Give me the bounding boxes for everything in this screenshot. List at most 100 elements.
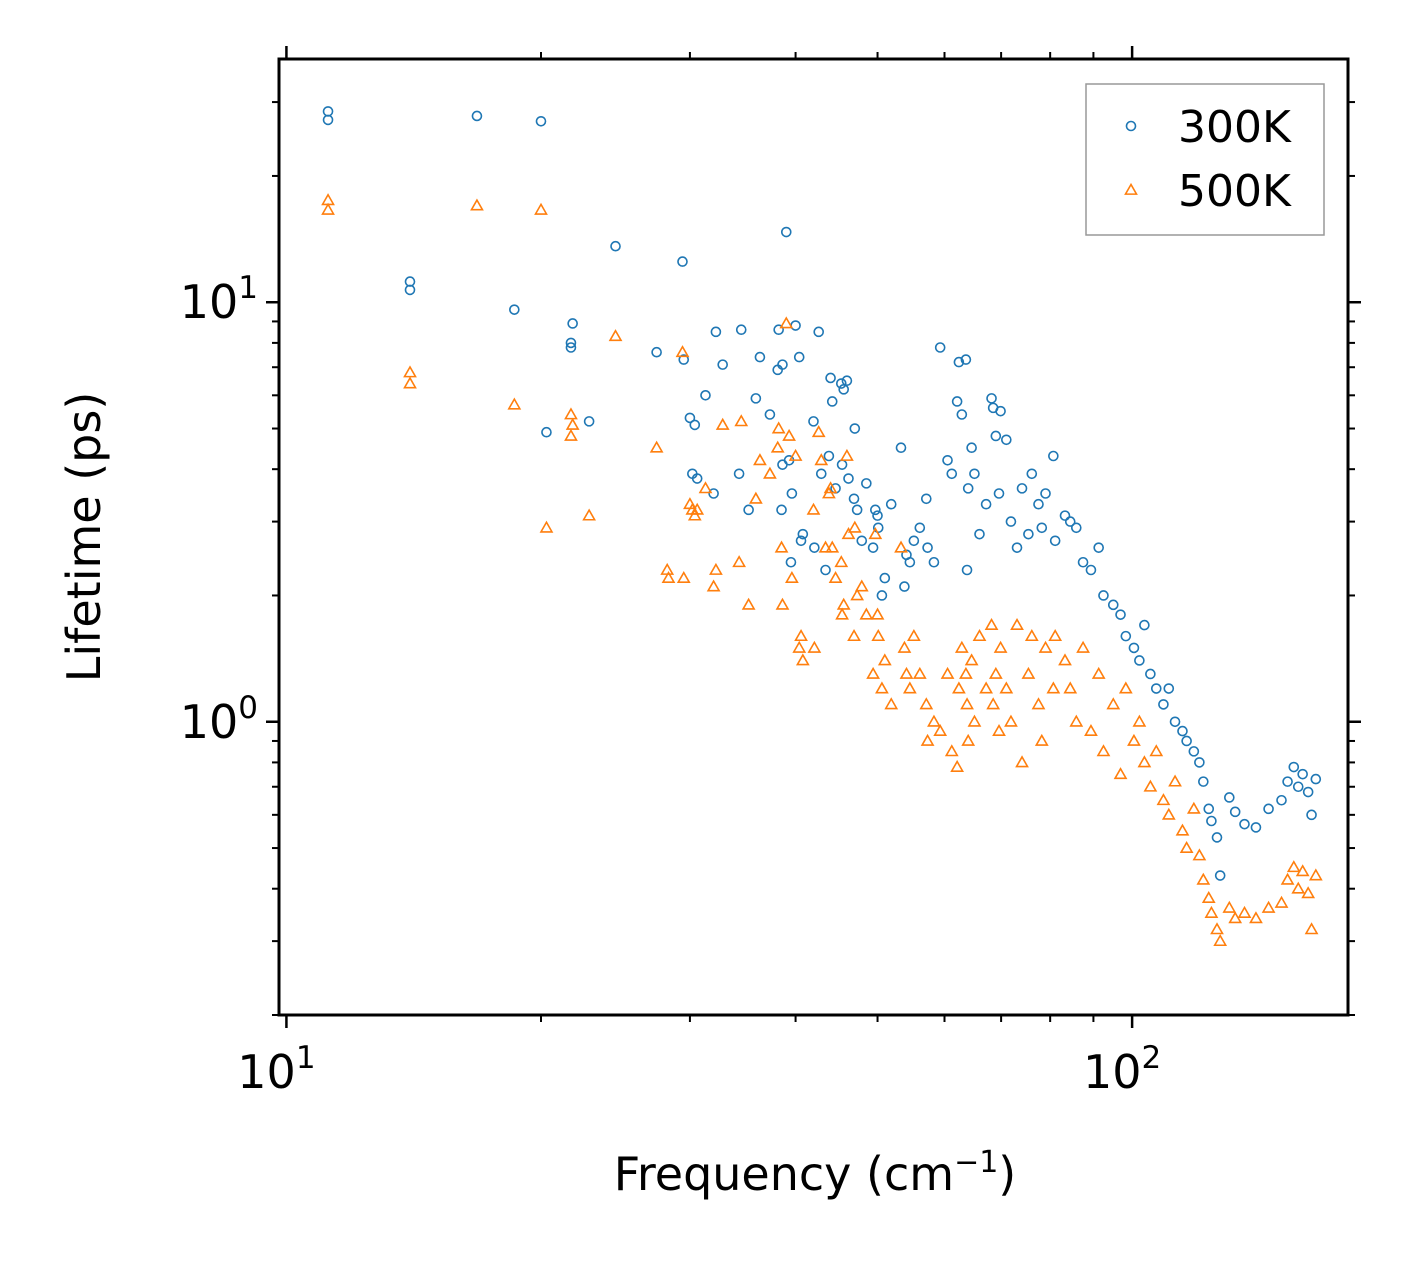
- data-point: [1084, 723, 1098, 737]
- data-point: [867, 542, 879, 553]
- data-point: [753, 453, 767, 466]
- data-point: [1076, 640, 1090, 653]
- data-point: [734, 414, 749, 427]
- data-point: [676, 570, 691, 584]
- data-point: [1085, 564, 1097, 576]
- data-point: [807, 640, 822, 653]
- y-tick-label: 100: [180, 690, 258, 749]
- data-point: [1177, 725, 1188, 737]
- data-point: [1292, 781, 1304, 793]
- data-point: [988, 666, 1003, 679]
- data-point: [919, 697, 934, 710]
- data-point: [1048, 629, 1063, 642]
- data-point: [1001, 434, 1012, 446]
- data-point: [661, 570, 676, 584]
- data-point: [950, 759, 965, 772]
- data-point: [875, 681, 889, 694]
- data-point: [1175, 823, 1190, 836]
- data-point: [793, 351, 805, 363]
- data-point: [564, 428, 578, 441]
- data-point: [1128, 642, 1140, 654]
- data-point: [717, 359, 728, 370]
- data-point: [750, 393, 762, 404]
- data-point: [859, 607, 874, 620]
- data-point: [952, 681, 966, 694]
- data-point: [1036, 522, 1048, 534]
- data-point: [993, 488, 1005, 499]
- data-point: [1291, 881, 1306, 894]
- data-point: [899, 666, 914, 679]
- data-point: [813, 326, 825, 338]
- data-point: [974, 528, 985, 540]
- data-point: [934, 342, 946, 353]
- data-point: [1026, 468, 1038, 480]
- data-point: [961, 733, 976, 746]
- data-point: [1222, 900, 1237, 913]
- data-point: [1091, 666, 1106, 679]
- data-point: [651, 346, 662, 358]
- data-point: [403, 365, 417, 378]
- data-point: [1059, 510, 1071, 521]
- data-point: [818, 540, 833, 553]
- data-point: [1040, 488, 1051, 499]
- data-point: [1046, 681, 1061, 694]
- data-point: [1034, 733, 1049, 746]
- data-point: [808, 416, 819, 427]
- data-point: [790, 320, 801, 331]
- data-point: [990, 430, 1002, 442]
- data-point: [771, 421, 786, 434]
- data-point: [906, 629, 921, 642]
- data-point: [610, 240, 621, 252]
- data-point: [951, 396, 963, 407]
- data-point: [715, 417, 730, 430]
- data-point: [1033, 498, 1044, 510]
- data-point: [811, 425, 826, 438]
- data-point: [1016, 483, 1028, 494]
- data-point: [507, 397, 522, 410]
- plot-frame: [277, 57, 1350, 1017]
- data-point: [847, 520, 862, 533]
- data-point: [677, 256, 688, 267]
- data-point: [876, 590, 888, 601]
- data-point: [849, 423, 861, 434]
- data-point: [795, 535, 807, 547]
- data-point: [1015, 755, 1029, 768]
- data-point: [815, 468, 827, 480]
- data-point: [961, 564, 973, 576]
- data-point: [470, 198, 484, 211]
- data-point: [1004, 714, 1018, 727]
- data-point: [838, 384, 850, 395]
- data-point: [322, 106, 334, 117]
- data-point: [928, 556, 940, 568]
- data-point: [709, 562, 723, 575]
- data-point: [921, 493, 932, 505]
- data-point: [708, 488, 719, 499]
- data-point: [1308, 868, 1323, 881]
- data-point: [870, 607, 885, 620]
- data-point: [795, 653, 810, 666]
- legend: 300K 500K: [1085, 83, 1325, 236]
- data-point: [675, 345, 690, 358]
- data-point: [689, 419, 701, 431]
- x-tick-label: 101: [237, 1040, 315, 1099]
- data-point: [779, 316, 794, 329]
- data-point: [785, 570, 799, 584]
- data-point: [944, 744, 959, 757]
- legend-box: [1085, 83, 1325, 236]
- data-point: [872, 510, 883, 521]
- data-point: [691, 473, 703, 484]
- data-point: [1306, 809, 1317, 821]
- data-point: [841, 527, 856, 540]
- data-point: [953, 356, 965, 368]
- data-point: [980, 498, 992, 510]
- data-point: [1203, 803, 1215, 815]
- data-point: [871, 629, 886, 642]
- data-point: [794, 629, 808, 642]
- data-point: [582, 508, 597, 521]
- series-300K: [322, 106, 1322, 881]
- data-point: [1169, 716, 1181, 728]
- data-point: [1023, 528, 1034, 540]
- data-point: [1163, 683, 1175, 694]
- data-point: [922, 542, 933, 553]
- data-point: [608, 329, 623, 342]
